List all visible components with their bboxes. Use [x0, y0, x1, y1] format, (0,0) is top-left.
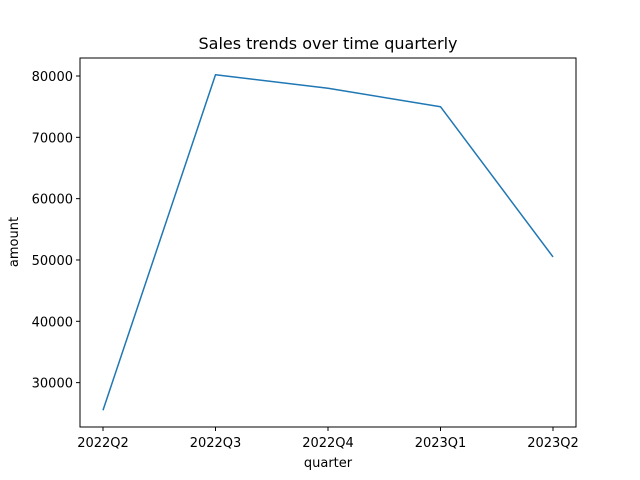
x-tick-label: 2023Q2 [527, 436, 579, 451]
y-axis-label: amount [7, 217, 22, 267]
x-tick-label: 2022Q3 [190, 436, 242, 451]
x-tick-label: 2023Q1 [415, 436, 467, 451]
y-tick-label: 40000 [32, 315, 73, 330]
x-axis: 2022Q2 2022Q3 2022Q4 2023Q1 2023Q2 [77, 427, 579, 451]
chart-title: Sales trends over time quarterly [198, 34, 457, 53]
plot-frame [79, 57, 577, 428]
y-axis: 30000 40000 50000 60000 70000 80000 [32, 70, 80, 392]
y-tick-label: 60000 [32, 193, 73, 208]
y-tick-label: 80000 [32, 70, 73, 85]
series-layer [102, 74, 554, 411]
y-tick-label: 50000 [32, 254, 73, 269]
x-tick-label: 2022Q2 [77, 436, 129, 451]
y-tick-label: 30000 [32, 377, 73, 392]
x-axis-label: quarter [304, 456, 353, 471]
series-line [102, 74, 554, 411]
y-tick-label: 70000 [32, 131, 73, 146]
x-tick-label: 2022Q4 [302, 436, 354, 451]
